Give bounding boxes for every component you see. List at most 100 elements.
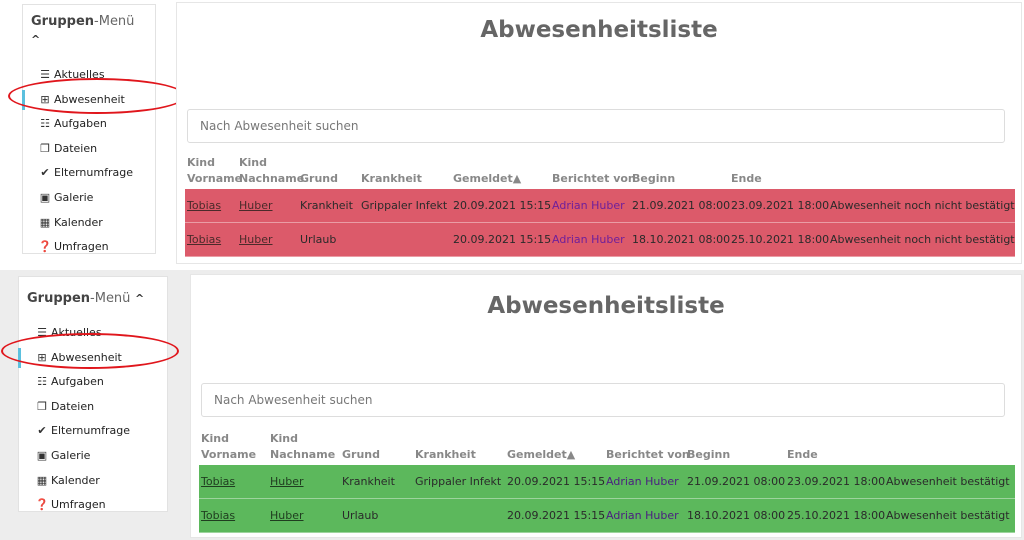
tasks-icon: ☷	[40, 117, 50, 131]
check-icon: ✔	[37, 424, 47, 438]
child-last-name-link[interactable]: Huber	[270, 509, 304, 522]
menu-item-aktuelles[interactable]: ☰ Aktuelles	[19, 321, 167, 346]
menu-item-elternumfrage[interactable]: ✔ Elternumfrage	[19, 419, 167, 444]
header-end[interactable]: Ende	[731, 172, 762, 185]
reported-cell: 20.09.2021 15:15	[453, 233, 552, 246]
child-last-name-link[interactable]: Huber	[239, 199, 273, 212]
list-icon: ☰	[40, 68, 50, 81]
status-cell: Abwesenheit noch nicht bestätigt	[830, 233, 1015, 246]
child-last-name-link[interactable]: Huber	[270, 475, 304, 488]
calendar-icon: ▦	[36, 473, 48, 487]
table-body: Tobias Huber Krankheit Grippaler Infekt …	[185, 189, 1015, 257]
child-first-name-link[interactable]: Tobias	[201, 509, 236, 522]
menu-item-aktuelles[interactable]: ☰ Aktuelles	[23, 63, 155, 88]
menu-item-galerie[interactable]: ▣ Galerie	[19, 444, 167, 469]
calendar-icon: ▦	[39, 215, 51, 229]
table-body: Tobias Huber Krankheit Grippaler Infekt …	[199, 465, 1015, 533]
menu-item-umfragen[interactable]: ❓ Umfragen	[23, 235, 155, 260]
header-reported[interactable]: Gemeldet▲	[507, 448, 576, 461]
table-header: Kind Vorname Kind Nachname Grund Krankhe…	[187, 156, 1007, 189]
menu-item-galerie[interactable]: ▣ Galerie	[23, 186, 155, 211]
tasks-icon: ☷	[37, 375, 47, 389]
menu-item-kalender[interactable]: ▦ Kalender	[23, 211, 155, 236]
group-menu-list: ☰ Aktuelles ⊞ Abwesenheit ☷ Aufgaben ❐ Datei…	[18, 321, 167, 518]
header-first-name[interactable]: Kind Vorname	[201, 432, 257, 461]
illness-cell: Grippaler Infekt	[415, 475, 502, 488]
menu-item-aufgaben[interactable]: ☷ Aufgaben	[19, 370, 167, 395]
header-illness[interactable]: Krankheit	[415, 448, 476, 461]
reported-cell: 20.09.2021 15:15	[507, 509, 606, 522]
page-title: Abwesenheitsliste	[480, 17, 718, 43]
reporter-cell: Adrian Huber	[606, 509, 679, 522]
child-first-name-link[interactable]: Tobias	[187, 199, 222, 212]
status-cell: Abwesenheit bestätigt	[886, 509, 1010, 522]
group-menu-title: Gruppen-Menü ^	[31, 13, 134, 49]
files-icon: ❐	[40, 141, 50, 155]
illness-cell: Grippaler Infekt	[361, 199, 448, 212]
menu-item-elternumfrage[interactable]: ✔ Elternumfrage	[23, 161, 155, 186]
header-last-name[interactable]: Kind Nachname	[270, 432, 336, 461]
menu-item-aufgaben[interactable]: ☷ Aufgaben	[23, 112, 155, 137]
child-last-name-link[interactable]: Huber	[239, 233, 273, 246]
image-icon: ▣	[36, 448, 48, 462]
start-cell: 18.10.2021 08:00	[632, 233, 731, 246]
check-icon: ✔	[40, 166, 50, 180]
list-icon: ☰	[37, 326, 47, 339]
header-reported[interactable]: Gemeldet▲	[453, 172, 522, 185]
question-circle-icon: ❓	[38, 240, 52, 254]
table-row[interactable]: Tobias Huber Krankheit Grippaler Infekt …	[199, 465, 1015, 499]
start-cell: 21.09.2021 08:00	[687, 475, 786, 488]
image-icon: ▣	[39, 190, 51, 204]
status-cell: Abwesenheit noch nicht bestätigt	[830, 199, 1015, 212]
table-row[interactable]: Tobias Huber Urlaub 20.09.2021 15:15 Adr…	[185, 223, 1015, 257]
menu-item-umfragen[interactable]: ❓ Umfragen	[19, 493, 167, 518]
group-menu-list: ☰ Aktuelles ⊞ Abwesenheit ☷ Aufgaben ❐ Datei…	[22, 63, 155, 260]
panel-confirmed: Gruppen-Menü ^ ☰ Aktuelles ⊞ Abwesenheit ☷…	[0, 270, 1024, 540]
absence-list-main: Abwesenheitsliste Kind Vorname Kind Nach…	[190, 274, 1022, 538]
reporter-cell: Adrian Huber	[552, 233, 625, 246]
page-title: Abwesenheitsliste	[487, 293, 725, 319]
reporter-cell: Adrian Huber	[606, 475, 679, 488]
question-circle-icon: ❓	[35, 498, 49, 512]
absence-search-input[interactable]	[201, 383, 1005, 417]
header-reporter[interactable]: Berichtet von	[606, 448, 690, 461]
end-cell: 23.09.2021 18:00	[731, 199, 830, 212]
reason-cell: Urlaub	[342, 509, 379, 522]
menu-item-abwesenheit[interactable]: ⊞ Abwesenheit	[18, 346, 167, 371]
files-icon: ❐	[37, 399, 47, 413]
table-row[interactable]: Tobias Huber Krankheit Grippaler Infekt …	[185, 189, 1015, 223]
absence-search-input[interactable]	[187, 109, 1005, 143]
absence-list-main: Abwesenheitsliste Kind Vorname Kind Nach…	[176, 2, 1022, 264]
header-reason[interactable]: Grund	[300, 172, 338, 185]
child-first-name-link[interactable]: Tobias	[187, 233, 222, 246]
group-menu-sidebar: Gruppen-Menü ^ ☰ Aktuelles ⊞ Abwesenheit ☷…	[22, 4, 156, 254]
menu-item-kalender[interactable]: ▦ Kalender	[19, 469, 167, 494]
group-menu-title: Gruppen-Menü ^	[27, 291, 145, 306]
panel-unconfirmed: Gruppen-Menü ^ ☰ Aktuelles ⊞ Abwesenheit ☷…	[0, 0, 1024, 268]
menu-item-dateien[interactable]: ❐ Dateien	[19, 395, 167, 420]
header-start[interactable]: Beginn	[687, 448, 731, 461]
reason-cell: Krankheit	[342, 475, 395, 488]
reported-cell: 20.09.2021 15:15	[453, 199, 552, 212]
status-cell: Abwesenheit bestätigt	[886, 475, 1010, 488]
header-reporter[interactable]: Berichtet von	[552, 172, 636, 185]
start-cell: 21.09.2021 08:00	[632, 199, 731, 212]
header-first-name[interactable]: Kind Vorname	[187, 156, 243, 185]
chevron-up-icon[interactable]: ^	[134, 292, 145, 305]
header-illness[interactable]: Krankheit	[361, 172, 422, 185]
end-cell: 25.10.2021 18:00	[731, 233, 830, 246]
header-reason[interactable]: Grund	[342, 448, 380, 461]
header-end[interactable]: Ende	[787, 448, 818, 461]
menu-item-abwesenheit[interactable]: ⊞ Abwesenheit	[22, 88, 155, 113]
reporter-cell: Adrian Huber	[552, 199, 625, 212]
header-start[interactable]: Beginn	[632, 172, 676, 185]
chevron-up-icon[interactable]: ^	[31, 33, 41, 46]
end-cell: 23.09.2021 18:00	[787, 475, 886, 488]
child-first-name-link[interactable]: Tobias	[201, 475, 236, 488]
reason-cell: Krankheit	[300, 199, 353, 212]
table-row[interactable]: Tobias Huber Urlaub 20.09.2021 15:15 Adr…	[199, 499, 1015, 533]
header-last-name[interactable]: Kind Nachname	[239, 156, 305, 185]
menu-item-dateien[interactable]: ❐ Dateien	[23, 137, 155, 162]
reported-cell: 20.09.2021 15:15	[507, 475, 606, 488]
table-header: Kind Vorname Kind Nachname Grund Krankhe…	[201, 432, 1007, 465]
